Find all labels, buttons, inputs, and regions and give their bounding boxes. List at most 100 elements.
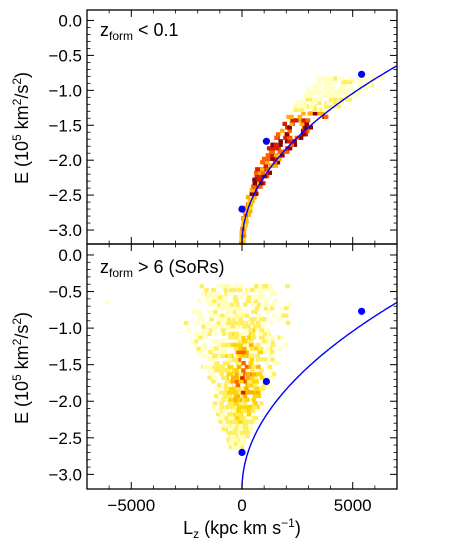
heatmap-cell <box>259 335 264 340</box>
heatmap-cell <box>227 383 233 388</box>
heatmap-cell <box>252 419 257 424</box>
heatmap-cell <box>361 76 367 81</box>
heatmap-cell <box>254 170 259 175</box>
heatmap-cell <box>252 393 258 399</box>
heatmap-cell <box>226 368 231 373</box>
heatmap-cell <box>217 284 222 289</box>
heatmap-cell <box>292 139 297 144</box>
heatmap-cell <box>198 331 204 336</box>
heatmap-cell <box>248 353 254 358</box>
heatmap-cell <box>231 408 237 413</box>
heatmap-cell <box>271 375 276 380</box>
heatmap-cell <box>237 401 242 406</box>
heatmap-cell <box>323 86 328 91</box>
heatmap-cell <box>250 408 255 413</box>
heatmap-cell <box>258 291 263 296</box>
heatmap-cell <box>351 79 356 85</box>
heatmap-cell <box>233 401 239 406</box>
heatmap-cell <box>332 79 337 85</box>
heatmap-cell <box>234 379 239 384</box>
heatmap-cell <box>316 76 322 81</box>
heatmap-cell <box>229 441 234 446</box>
heatmap-cell <box>315 97 320 102</box>
heatmap-cell <box>217 302 222 307</box>
heatmap-cell <box>229 331 234 336</box>
heatmap-cell <box>265 328 270 333</box>
heatmap-cell <box>257 331 263 336</box>
heatmap-cell <box>274 146 280 151</box>
heatmap-cell <box>315 90 321 95</box>
heatmap-cell <box>279 306 285 311</box>
heatmap-cell <box>245 434 250 439</box>
heatmap-cell <box>226 361 231 366</box>
heatmap-cell <box>186 328 192 333</box>
heatmap-cell <box>198 317 203 322</box>
heatmap-cell <box>338 86 343 91</box>
heatmap-cell <box>219 368 225 373</box>
heatmap-cell <box>206 364 212 369</box>
heatmap-cell <box>233 346 239 351</box>
heatmap-cell <box>236 404 242 410</box>
heatmap-cell <box>317 83 322 88</box>
heatmap-cell <box>218 390 224 395</box>
panel-label-top-rest: < 0.1 <box>133 20 179 40</box>
heatmap-cell <box>228 335 233 340</box>
heatmap-cell <box>341 79 346 85</box>
heatmap-cell <box>238 423 243 428</box>
heatmap-cell <box>233 342 239 347</box>
heatmap-cell <box>219 401 224 406</box>
heatmap-cell <box>254 184 260 189</box>
heatmap-cell <box>305 118 311 123</box>
heatmap-cell <box>235 412 240 417</box>
heatmap-cell <box>222 295 228 300</box>
heatmap-cell <box>233 331 239 336</box>
heatmap-cell <box>213 364 218 369</box>
heatmap-cell <box>249 191 255 196</box>
heatmap-cell <box>219 372 224 377</box>
heatmap-cells-bottom <box>104 284 292 450</box>
marker-point <box>238 205 246 213</box>
heatmap-cell <box>212 298 217 304</box>
heatmap-cell <box>287 139 292 144</box>
heatmap-cell <box>240 375 245 380</box>
heatmap-cell <box>277 317 282 322</box>
heatmap-cell <box>218 350 224 355</box>
marker-point <box>238 448 246 456</box>
heatmap-cell <box>235 441 240 446</box>
heatmap-cell <box>242 353 248 358</box>
heatmap-cell <box>226 317 232 322</box>
heatmap-cell <box>315 83 320 88</box>
heatmap-cell <box>280 153 285 158</box>
heatmap-cell <box>292 142 298 147</box>
xtick-label: −5000 <box>107 496 155 515</box>
heatmap-cell <box>238 317 243 322</box>
heatmap-cell <box>193 331 199 336</box>
heatmap-cell <box>235 302 240 307</box>
heatmap-cell <box>243 309 249 314</box>
heatmap-cell <box>250 320 255 325</box>
heatmap-cell <box>238 335 244 340</box>
heatmap-cell <box>312 111 318 116</box>
heatmap-cell <box>238 309 243 314</box>
heatmap-cell <box>267 364 272 369</box>
heatmap-cell <box>228 372 234 377</box>
heatmap-cell <box>380 76 385 81</box>
heatmap-cell <box>214 324 219 329</box>
heatmap-cell <box>210 313 215 318</box>
heatmap-cell <box>222 390 228 395</box>
heatmap-cell <box>306 86 312 91</box>
heatmap-cell <box>197 298 202 304</box>
heatmap-cell <box>220 364 225 369</box>
heatmap-cell <box>277 156 282 161</box>
heatmap-cell <box>284 306 289 311</box>
heatmap-cell <box>332 100 338 105</box>
heatmap-cell <box>207 375 212 380</box>
heatmap-cell <box>214 295 220 300</box>
heatmap-cell <box>254 306 260 311</box>
heatmap-cell <box>344 79 350 85</box>
heatmap-cell <box>237 361 242 366</box>
heatmap-cell <box>265 167 271 172</box>
ytick-label: 0.0 <box>58 11 82 30</box>
heatmap-cell <box>266 156 271 161</box>
heatmap-cell <box>212 357 218 362</box>
